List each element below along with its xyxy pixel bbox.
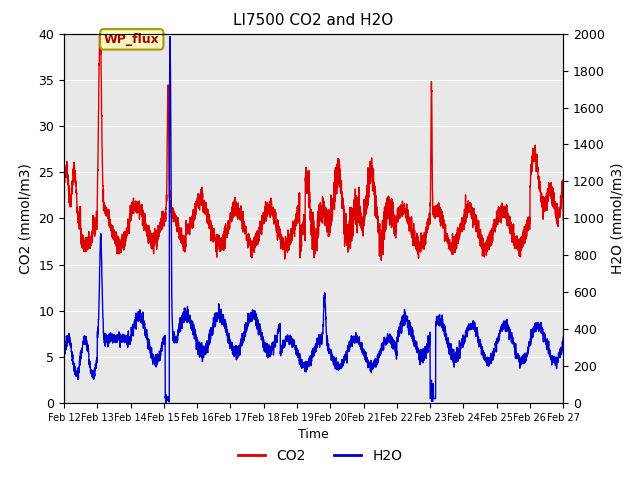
- H2O: [60, 350, 68, 356]
- Y-axis label: H2O (mmol/m3): H2O (mmol/m3): [611, 163, 625, 274]
- CO2: [512, 234, 520, 240]
- H2O: [371, 359, 379, 365]
- Line: CO2: CO2: [64, 34, 563, 260]
- Y-axis label: CO2 (mmol/m3): CO2 (mmol/m3): [19, 163, 33, 274]
- CO2: [559, 217, 567, 223]
- CO2: [362, 206, 370, 212]
- H2O: [559, 339, 567, 345]
- Title: LI7500 CO2 and H2O: LI7500 CO2 and H2O: [234, 13, 394, 28]
- H2O: [168, 204, 175, 209]
- CO2: [200, 203, 207, 208]
- Legend: CO2, H2O: CO2, H2O: [232, 443, 408, 468]
- H2O: [162, 400, 170, 406]
- CO2: [378, 257, 385, 263]
- CO2: [559, 179, 567, 184]
- CO2: [371, 188, 378, 193]
- H2O: [166, 34, 174, 39]
- CO2: [60, 186, 68, 192]
- H2O: [512, 349, 520, 355]
- Line: H2O: H2O: [64, 36, 563, 403]
- CO2: [96, 31, 104, 36]
- Text: WP_flux: WP_flux: [104, 33, 160, 46]
- X-axis label: Time: Time: [298, 429, 329, 442]
- H2O: [559, 335, 567, 340]
- H2O: [362, 353, 370, 359]
- H2O: [200, 347, 207, 352]
- CO2: [167, 204, 175, 210]
